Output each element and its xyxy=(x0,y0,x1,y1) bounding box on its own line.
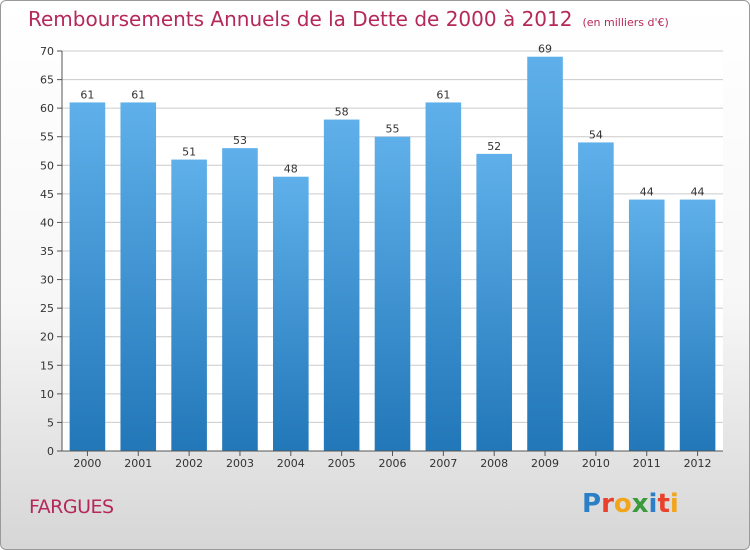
data-label: 52 xyxy=(487,140,501,153)
y-tick-label: 65 xyxy=(40,74,54,87)
bar xyxy=(425,102,462,451)
logo-letter: P xyxy=(582,489,602,519)
data-label: 61 xyxy=(436,88,450,101)
bar xyxy=(476,153,512,451)
data-label: 55 xyxy=(386,123,400,136)
y-tick-label: 10 xyxy=(40,388,54,401)
y-tick-label: 5 xyxy=(47,416,54,429)
data-label: 58 xyxy=(335,106,349,119)
data-label: 48 xyxy=(284,163,298,176)
bar xyxy=(628,199,665,451)
bar xyxy=(69,102,106,451)
y-tick-label: 30 xyxy=(40,274,54,287)
y-tick-label: 70 xyxy=(40,45,54,58)
y-tick-label: 20 xyxy=(40,331,54,344)
y-tick-label: 40 xyxy=(40,216,54,229)
chart-subtitle: (en milliers d'€) xyxy=(582,16,669,29)
labels: 0 5 10 15 20 25 30 35 40 45 50 55 60 65 70 61 2000 61 2001… xyxy=(40,43,712,470)
logo-letter: r xyxy=(601,489,614,519)
y-tick-label: 15 xyxy=(40,359,54,372)
chart-title: Remboursements Annuels de la Dette de 20… xyxy=(28,7,669,31)
y-tick-label: 25 xyxy=(40,302,54,315)
x-tick-label: 2000 xyxy=(73,457,101,470)
data-label: 53 xyxy=(233,134,247,147)
x-tick-label: 2004 xyxy=(277,457,305,470)
logo-letter: i xyxy=(648,489,658,519)
bars xyxy=(69,56,716,452)
data-label: 61 xyxy=(131,88,145,101)
logo-letter: o xyxy=(613,489,632,519)
logo-letter: t xyxy=(657,489,670,519)
bar xyxy=(679,199,716,451)
data-label: 44 xyxy=(691,186,705,199)
data-label: 51 xyxy=(182,146,196,159)
y-tick-label: 0 xyxy=(47,445,54,458)
x-tick-label: 2010 xyxy=(582,457,610,470)
x-tick-label: 2012 xyxy=(684,457,712,470)
logo-letter: x xyxy=(631,489,649,519)
x-tick-label: 2006 xyxy=(379,457,407,470)
proxiti-logo: Proxiti xyxy=(582,489,679,519)
y-tick-label: 50 xyxy=(40,159,54,172)
bar xyxy=(273,176,309,451)
bar xyxy=(527,56,563,451)
data-label: 54 xyxy=(589,128,603,141)
x-tick-label: 2002 xyxy=(175,457,203,470)
x-tick-label: 2007 xyxy=(429,457,457,470)
logo-letter: i xyxy=(669,489,679,519)
bar xyxy=(374,136,411,451)
x-tick-label: 2003 xyxy=(226,457,254,470)
commune-name: FARGUES xyxy=(29,496,114,518)
bar xyxy=(323,119,360,452)
x-tick-label: 2001 xyxy=(124,457,152,470)
axes xyxy=(57,50,723,456)
bar xyxy=(578,142,614,451)
data-label: 44 xyxy=(640,186,654,199)
y-tick-label: 55 xyxy=(40,131,54,144)
y-tick-label: 60 xyxy=(40,102,54,115)
data-label: 61 xyxy=(80,88,94,101)
data-label: 69 xyxy=(538,43,552,56)
y-tick-label: 45 xyxy=(40,188,54,201)
y-tick-label: 35 xyxy=(40,245,54,258)
title-text: Remboursements Annuels de la Dette de 20… xyxy=(28,7,573,31)
bar xyxy=(120,102,157,451)
x-tick-label: 2005 xyxy=(328,457,356,470)
bar xyxy=(171,159,207,452)
x-tick-label: 2008 xyxy=(480,457,508,470)
x-tick-label: 2011 xyxy=(633,457,661,470)
bar xyxy=(222,148,258,451)
x-tick-label: 2009 xyxy=(531,457,559,470)
